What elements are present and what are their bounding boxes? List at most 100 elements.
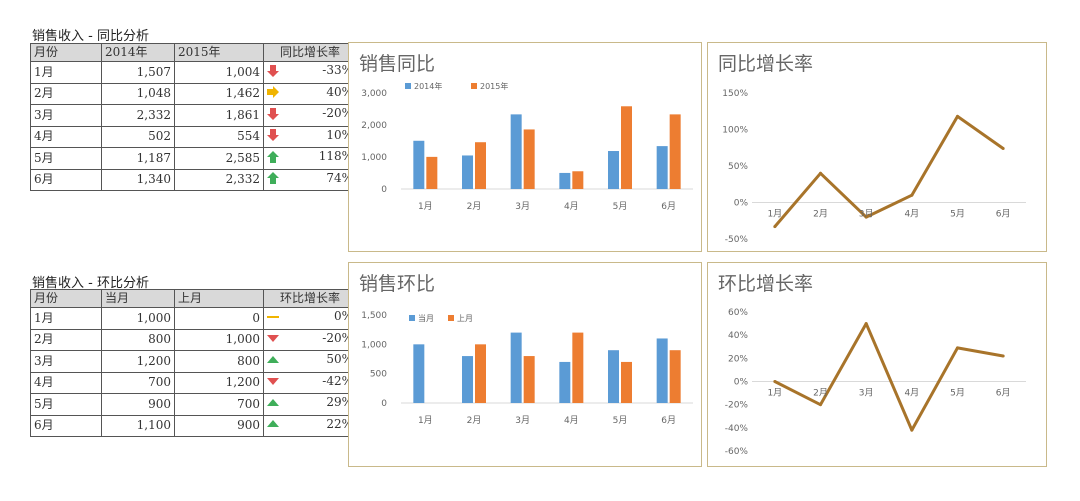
- legend-swatch: [448, 315, 454, 321]
- table-row: 5月 1,187 2,585 118%: [30, 147, 357, 170]
- x-tick-label: 4月: [564, 201, 579, 212]
- bar-series1: [559, 361, 571, 403]
- legend-swatch: [409, 315, 415, 321]
- growth-rate: 22%: [326, 416, 353, 431]
- value-cell: 1,004: [174, 61, 264, 84]
- bar-series1: [462, 155, 473, 189]
- column-header: 环比增长率: [263, 289, 357, 308]
- x-tick-label: 3月: [515, 201, 530, 212]
- bar-series2: [572, 332, 584, 403]
- line-point: [910, 193, 914, 197]
- mom-bar-chart-panel: 销售环比 1,500 1,000 500 0 1月 2月 3月 4月 5月 6月 当月 上月: [348, 262, 702, 467]
- x-tick-label: 4月: [904, 388, 919, 399]
- chart-title: 同比增长率: [718, 53, 814, 75]
- y-tick-label: 1,500: [361, 311, 387, 321]
- growth-cell: 50%: [263, 350, 357, 373]
- line-point: [956, 114, 959, 118]
- y-tick-label: -50%: [725, 235, 749, 245]
- value-cell: 1,861: [174, 104, 264, 127]
- growth-cell: -20%: [263, 328, 357, 351]
- table-row: 5月 900 700 29%: [30, 393, 357, 416]
- yoy-table: 月份 2014年 2015年 同比增长率 1月 1,507 1,004 -33% 2月 1,048…: [30, 43, 357, 191]
- x-tick-label: 1月: [418, 201, 433, 212]
- month-cell: 4月: [30, 371, 102, 394]
- table-row: 4月 502 554 10%: [30, 125, 357, 148]
- column-header: 2014年: [101, 43, 175, 62]
- x-tick-label: 3月: [515, 415, 530, 426]
- down-arrow-red-icon: [267, 64, 279, 77]
- y-tick-label: 500: [370, 370, 387, 380]
- value-cell: 1,507: [101, 61, 175, 84]
- growth-rate: -20%: [322, 106, 353, 120]
- column-header: 月份: [30, 289, 102, 308]
- growth-rate: -20%: [322, 330, 353, 345]
- month-cell: 5月: [30, 393, 102, 416]
- table-row: 2月 800 1,000 -20%: [30, 328, 357, 351]
- y-tick-label: 0%: [734, 199, 749, 209]
- line-point: [864, 322, 868, 326]
- table-row: 3月 2,332 1,861 -20%: [30, 104, 357, 127]
- x-tick-label: 1月: [418, 415, 433, 426]
- month-cell: 6月: [30, 168, 102, 191]
- legend-label: 上月: [457, 314, 473, 323]
- growth-rate: -33%: [322, 63, 353, 77]
- x-tick-label: 6月: [996, 209, 1011, 220]
- y-tick-label: 100%: [722, 126, 748, 136]
- yoy-line-chart: 150% 100% 50% 0% -50% 1月 2月 3月 4月 5月 6月: [722, 89, 1026, 245]
- x-tick-label: 2月: [467, 201, 482, 212]
- value-cell: 700: [174, 393, 264, 416]
- table-row: 6月 1,100 900 22%: [30, 414, 357, 437]
- legend-label: 2014年: [414, 81, 442, 91]
- value-cell: 900: [101, 393, 175, 416]
- y-tick-label: 40%: [728, 331, 748, 341]
- month-cell: 1月: [30, 307, 102, 330]
- yoy-bar-chart: 3,000 2,000 1,000 0 1月 2月 3月 4月 5月 6月 2014年 2015年: [361, 81, 693, 212]
- value-cell: 800: [174, 350, 264, 373]
- up-triangle-green-icon: [267, 355, 279, 363]
- value-cell: 2,332: [174, 168, 264, 191]
- bar-series1: [608, 151, 619, 189]
- value-cell: 800: [101, 328, 175, 351]
- bar-series1: [413, 140, 425, 189]
- y-tick-label: 2,000: [361, 121, 387, 131]
- line-point: [773, 380, 777, 383]
- month-cell: 2月: [30, 82, 102, 105]
- bar-series2: [426, 156, 438, 189]
- month-cell: 3月: [30, 104, 102, 127]
- right-arrow-yellow-icon: [267, 86, 279, 98]
- month-cell: 3月: [30, 350, 102, 373]
- bar-series2: [523, 129, 535, 189]
- bar-series1: [656, 146, 668, 189]
- growth-rate: 10%: [326, 127, 353, 142]
- line-point: [956, 346, 959, 350]
- growth-cell: 0%: [263, 307, 357, 330]
- mom-bar-chart: 1,500 1,000 500 0 1月 2月 3月 4月 5月 6月 当月 上月: [361, 311, 693, 426]
- down-triangle-red-icon: [267, 335, 279, 342]
- month-cell: 4月: [30, 125, 102, 148]
- up-arrow-green-icon: [267, 150, 279, 163]
- table-row: 2月 1,048 1,462 40%: [30, 82, 357, 105]
- y-tick-label: 3,000: [361, 89, 387, 99]
- x-tick-label: 6月: [661, 201, 676, 212]
- flat-dash-yellow-icon: [267, 315, 279, 318]
- growth-cell: -42%: [263, 371, 357, 394]
- line-point: [773, 225, 777, 229]
- bar-series2: [572, 171, 584, 189]
- bar-series2: [475, 344, 486, 403]
- up-triangle-green-icon: [267, 398, 279, 406]
- x-tick-label: 3月: [859, 209, 874, 220]
- x-tick-label: 2月: [467, 415, 482, 426]
- bar-series2: [621, 361, 632, 403]
- growth-rate: 40%: [326, 84, 353, 99]
- x-tick-label: 1月: [767, 209, 782, 220]
- value-cell: 1,048: [101, 82, 175, 105]
- y-tick-label: -60%: [725, 447, 749, 457]
- mom-line-chart: 60% 40% 20% 0% -20% -40% -60% 1月 2月 3月 4月 5月 6月: [725, 308, 1026, 457]
- value-cell: 900: [174, 414, 264, 437]
- bar-series1: [510, 114, 522, 189]
- bar-series2: [669, 350, 681, 403]
- legend-swatch: [405, 83, 411, 89]
- mom-line-chart-panel: 环比增长率 60% 40% 20% 0% -20% -40% -60% 1月 2月 3月 4月 5月 6…: [707, 262, 1047, 467]
- column-header: 2015年: [174, 43, 264, 62]
- x-tick-label: 2月: [813, 388, 828, 399]
